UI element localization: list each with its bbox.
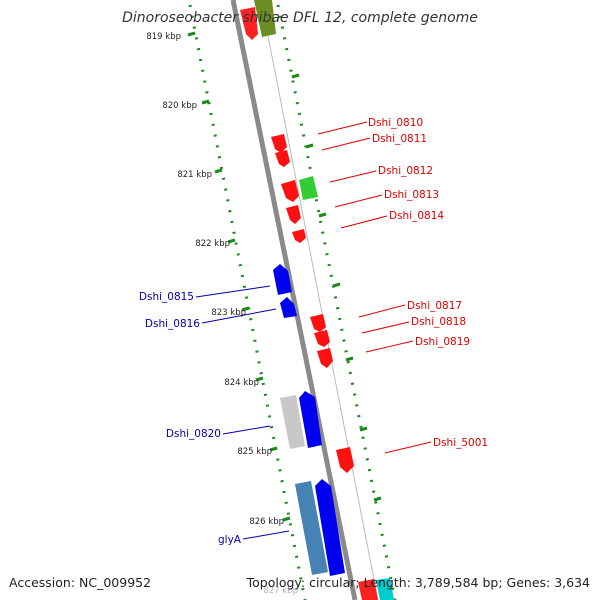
gene-red-Dshi_0811 [275,150,290,167]
gene-red-Dshi_0813b [286,205,301,224]
tick-marks-left [187,31,291,522]
tick-label-819: 819 kbp [146,32,181,42]
gene-blue-Dshi_0815 [273,264,292,295]
topology-text: Topology: circular; Length: 3,789,584 bp… [246,575,590,590]
tick-label-821: 821 kbp [177,170,212,180]
tick-label-827: 827 kbp [263,586,298,596]
tick-label-820: 820 kbp [162,101,197,111]
gene-label-Dshi_0819[interactable]: Dshi_0819 [415,336,470,348]
tick-label-826: 826 kbp [249,517,284,527]
gene-olive-top-partial [254,0,276,37]
gene-label-Dshi_0811[interactable]: Dshi_0811 [372,133,427,145]
gene-label-Dshi_5001[interactable]: Dshi_5001 [433,437,488,449]
gene-label-Dshi_0813[interactable]: Dshi_0813 [384,189,439,201]
gene-blue-Dshi_0816 [280,297,297,318]
gene-gray-Dshi_0820 [280,395,305,449]
tick-label-822: 822 kbp [195,239,230,249]
gene-label-Dshi_0816[interactable]: Dshi_0816 [145,318,200,330]
gene-label-Dshi_0818[interactable]: Dshi_0818 [411,316,466,328]
gene-steelblue-glyA [295,481,328,575]
gene-red-top-partial [240,7,258,40]
gene-label-Dshi_0820[interactable]: Dshi_0820 [166,428,221,440]
gene-red-Dshi_0818 [314,330,330,347]
inner-track-line [260,0,379,600]
gene-red-Dshi_0817 [310,314,326,332]
tick-label-823: 823 kbp [211,308,246,318]
tick-label-824: 824 kbp [224,378,259,388]
gene-blue-Dshi_0820 [299,391,322,448]
forward-leader-lines [317,121,432,454]
gene-red-Dshi_0813a [281,180,299,202]
gene-label-Dshi_0812[interactable]: Dshi_0812 [378,165,433,177]
gene-blue-glyA-adjacent [315,479,345,576]
tick-label-825: 825 kbp [237,447,272,457]
gene-label-Dshi_0814[interactable]: Dshi_0814 [389,210,444,222]
gene-red-bottom-partial [358,579,378,600]
gene-label-Dshi_0815[interactable]: Dshi_0815 [139,291,194,303]
gene-label-Dshi_0810[interactable]: Dshi_0810 [368,117,423,129]
gene-cyan-bottom-partial [376,578,394,600]
genome-backbone [230,0,358,600]
map-title: Dinoroseobacter shibae DFL 12, complete … [122,10,478,26]
gene-label-glyA[interactable]: glyA [218,534,242,546]
gene-red-Dshi_0810 [271,134,287,153]
gene-label-Dshi_0817[interactable]: Dshi_0817 [407,300,462,312]
gene-red-Dshi_0819 [317,348,333,368]
reverse-leader-lines [195,285,290,540]
gene-red-Dshi_0814 [292,229,306,243]
gene-green-Dshi_0812 [299,176,318,200]
tick-marks-right [291,73,382,502]
gene-red-Dshi_5001 [336,447,354,473]
accession-text: Accession: NC_009952 [9,575,152,590]
